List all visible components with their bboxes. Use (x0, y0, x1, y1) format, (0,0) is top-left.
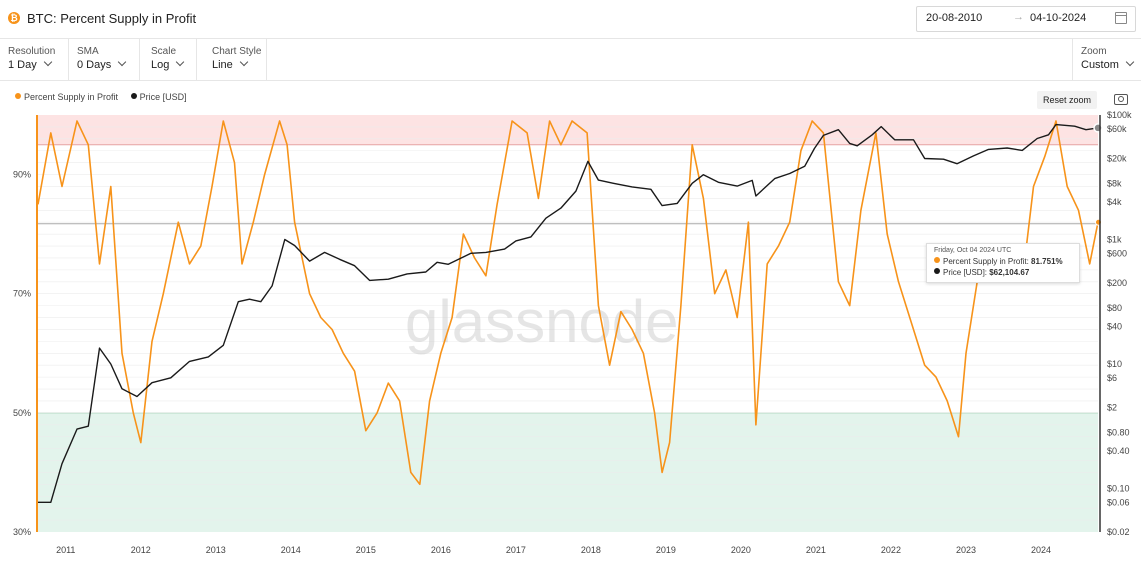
series-line-price (38, 123, 1099, 503)
x-axis-tick: 2015 (356, 545, 376, 555)
arrow-right-icon: → (1013, 11, 1024, 23)
legend-item-profit[interactable]: Percent Supply in Profit (15, 92, 118, 102)
chart-toolbar: Resolution 1 Day SMA 0 Days Scale Log Ch… (0, 38, 1141, 81)
page-title: BTC: Percent Supply in Profit (27, 11, 197, 26)
chevron-down-icon (176, 57, 185, 67)
x-axis-tick: 2016 (431, 545, 451, 555)
left-axis-tick: 70% (13, 289, 31, 299)
calendar-icon[interactable] (1115, 12, 1127, 24)
right-axis-tick: $0.06 (1107, 497, 1130, 507)
x-axis-tick: 2018 (581, 545, 601, 555)
left-axis-tick: 90% (13, 170, 31, 180)
camera-icon[interactable] (1114, 94, 1128, 105)
x-axis-tick: 2017 (506, 545, 526, 555)
right-axis-tick: $0.80 (1107, 427, 1130, 437)
marker-price-last (1093, 123, 1103, 133)
left-axis-tick: 30% (13, 527, 31, 537)
right-axis-tick: $200 (1107, 278, 1127, 288)
chart-style-select[interactable]: Chart Style Line (204, 38, 267, 80)
right-axis-tick: $0.02 (1107, 527, 1130, 537)
right-axis-tick: $0.40 (1107, 446, 1130, 456)
right-axis-tick: $60k (1107, 124, 1127, 134)
x-axis-tick: 2023 (956, 545, 976, 555)
reset-zoom-button[interactable]: Reset zoom (1037, 91, 1097, 109)
chart-canvas[interactable]: glassnode 90% 70% 50% 30% $100k $60k $20k $8k $4… (0, 110, 1141, 562)
x-axis-tick: 2024 (1031, 545, 1051, 555)
chart-tooltip: Friday, Oct 04 2024 UTC Percent Supply i… (926, 243, 1080, 283)
watermark-text: glassnode (405, 288, 679, 355)
right-axis-tick: $8k (1107, 178, 1122, 188)
date-from-field[interactable]: 20-08-2010 (926, 12, 983, 24)
legend-item-price[interactable]: Price [USD] (130, 92, 187, 102)
date-to-field[interactable]: 04-10-2024 (1030, 12, 1087, 24)
x-axis-tick: 2013 (206, 545, 226, 555)
chevron-down-icon (118, 57, 127, 67)
zoom-select[interactable]: Zoom Custom (1072, 38, 1141, 80)
chart-style-label: Chart Style (212, 46, 262, 57)
right-axis-tick: $10 (1107, 359, 1122, 369)
chevron-down-icon (43, 57, 52, 67)
resolution-label: Resolution (8, 46, 56, 57)
tooltip-dot-price (934, 268, 940, 274)
resolution-select[interactable]: Resolution 1 Day (0, 38, 69, 80)
legend-dot-price (130, 93, 137, 99)
right-axis-tick: $1k (1107, 234, 1122, 244)
series-line-percent-supply-in-profit (37, 120, 1099, 486)
date-range-picker[interactable]: 20-08-2010 → 04-10-2024 (916, 6, 1136, 32)
right-axis-tick: $80 (1107, 303, 1122, 313)
sma-label: SMA (77, 46, 99, 57)
right-axis-tick: $4k (1107, 197, 1122, 207)
scale-select[interactable]: Scale Log (143, 38, 197, 80)
x-axis-tick: 2019 (656, 545, 676, 555)
tooltip-row-profit: Percent Supply in Profit: 81.751% (934, 257, 1063, 266)
header-bar: ₿ BTC: Percent Supply in Profit 20-08-20… (0, 0, 1141, 39)
right-axis-tick: $20k (1107, 154, 1127, 164)
right-axis-tick: $40 (1107, 322, 1122, 332)
sma-value[interactable]: 0 Days (77, 57, 127, 71)
chart-legend: Percent Supply in Profit Price [USD] (15, 92, 197, 102)
right-axis-tick: $0.10 (1107, 483, 1130, 493)
chart-style-value[interactable]: Line (212, 57, 249, 71)
scale-label: Scale (151, 46, 177, 57)
x-axis-tick: 2012 (131, 545, 151, 555)
x-axis-tick: 2021 (806, 545, 826, 555)
x-axis-tick: 2020 (731, 545, 751, 555)
right-axis-tick: $6 (1107, 373, 1117, 383)
sma-select[interactable]: SMA 0 Days (69, 38, 140, 80)
right-axis-tick: $600 (1107, 248, 1127, 258)
right-axis-tick: $100k (1107, 110, 1132, 120)
right-axis-tick: $2 (1107, 403, 1117, 413)
x-axis-tick: 2011 (56, 545, 75, 555)
tooltip-date: Friday, Oct 04 2024 UTC (934, 247, 1012, 254)
resolution-value[interactable]: 1 Day (8, 57, 52, 71)
tooltip-dot-profit (934, 257, 940, 263)
chevron-down-icon (239, 57, 249, 67)
zoom-value[interactable]: Custom (1081, 57, 1135, 71)
tooltip-row-price: Price [USD]: $62,104.67 (934, 268, 1029, 277)
x-axis-tick: 2014 (281, 545, 301, 555)
chevron-down-icon (1125, 57, 1135, 67)
legend-dot-profit (15, 93, 21, 99)
scale-value[interactable]: Log (151, 57, 185, 71)
zoom-label: Zoom (1081, 46, 1107, 57)
left-axis-tick: 50% (13, 408, 31, 418)
x-axis-tick: 2022 (881, 545, 901, 555)
bitcoin-icon: ₿ (8, 12, 20, 24)
